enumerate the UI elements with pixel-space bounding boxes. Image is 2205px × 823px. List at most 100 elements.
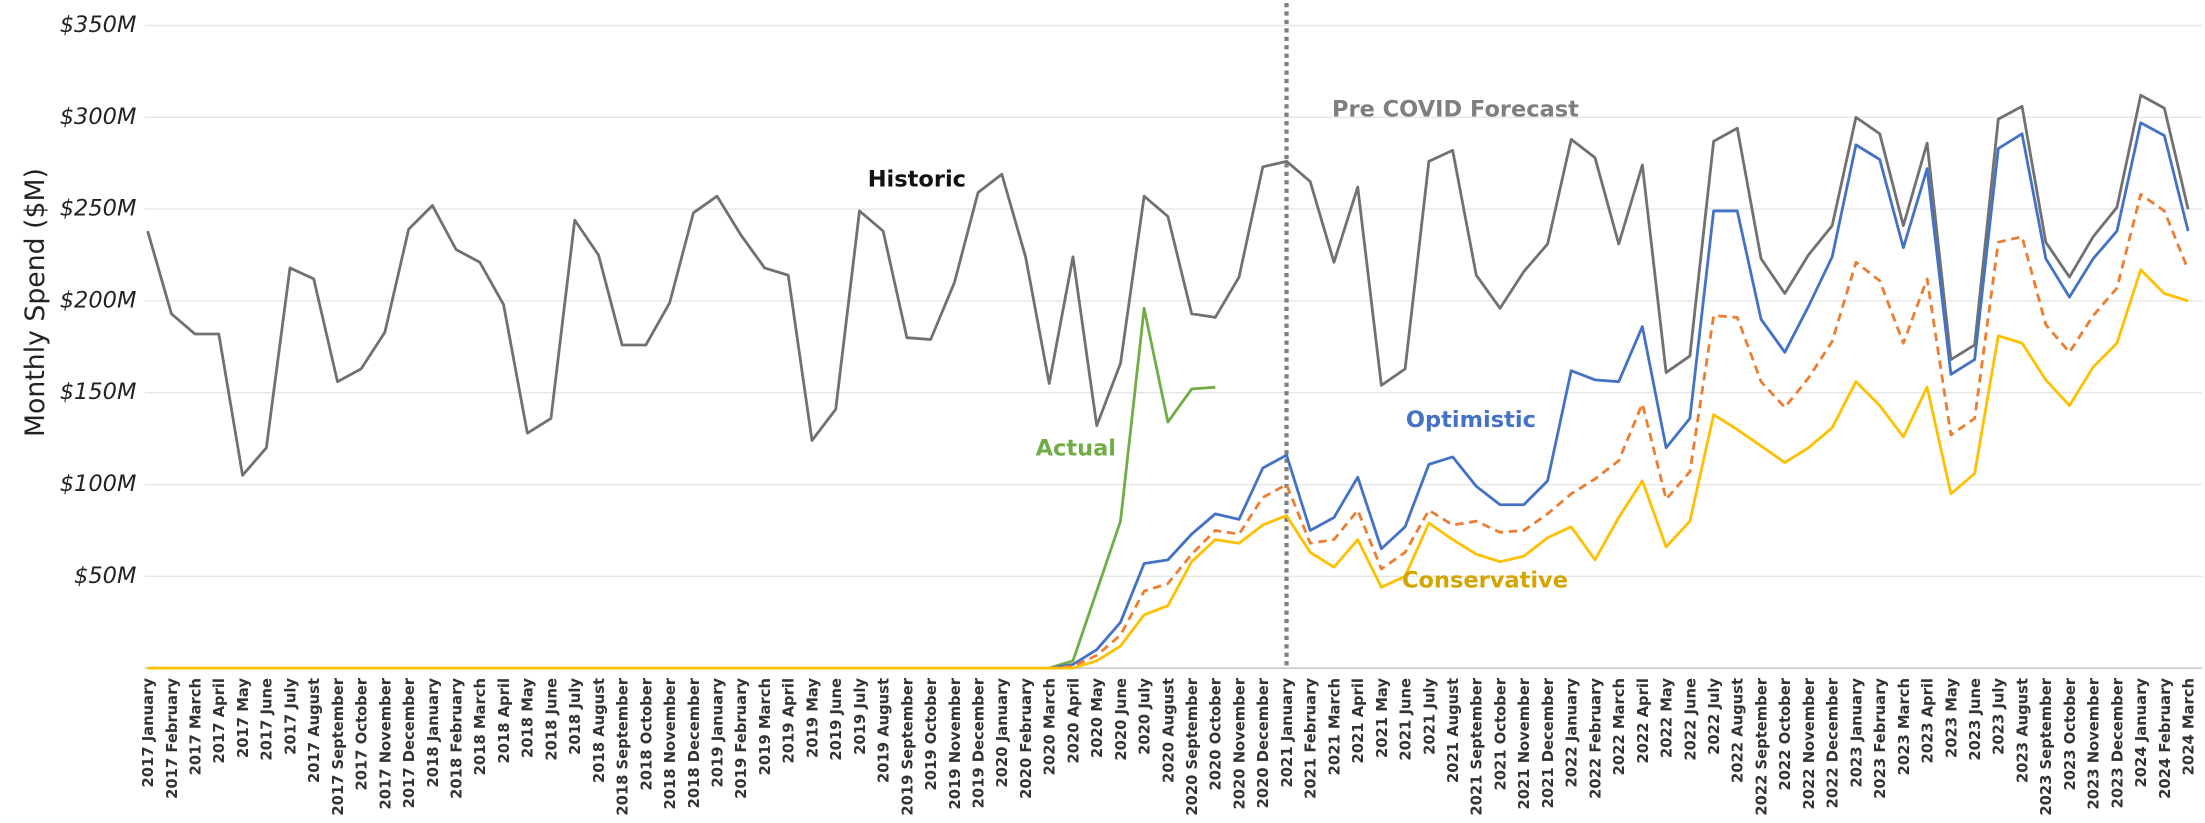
x-tick-label: 2018 May [520,678,537,758]
x-tick-label: 2022 March [1611,678,1628,775]
x-tick-label: 2020 March [1042,678,1059,775]
x-tick-label: 2019 June [828,678,845,761]
x-tick-label: 2018 November [662,677,679,809]
x-tick-label: 2022 January [1564,678,1581,788]
x-tick-label: 2022 October [1777,677,1794,790]
x-tick-label: 2018 October [638,677,655,790]
annotation: Pre COVID Forecast [1332,96,1579,122]
x-tick-label: 2019 May [804,678,821,758]
x-tick-label: 2019 April [781,678,798,764]
series-label: Actual [1036,435,1116,461]
series-label: Conservative [1402,567,1568,593]
x-tick-label: 2022 May [1659,678,1676,758]
x-tick-label: 2018 January [425,678,442,788]
x-tick-label: 2020 July [1137,678,1154,755]
x-tick-label: 2021 October [1492,677,1509,790]
x-tick-label: 2023 April [1920,678,1937,764]
x-tick-label: 2019 March [757,678,774,775]
x-tick-label: 2018 December [686,677,703,808]
x-tick-label: 2020 August [1160,678,1177,783]
x-tick-label: 2022 November [1801,677,1818,809]
series-line [1049,192,2190,670]
x-tick-label: 2019 August [876,678,893,783]
x-tick-label: 2019 October [923,677,940,790]
x-tick-label: 2021 February [1303,678,1320,799]
x-tick-label: 2020 October [1208,677,1225,790]
x-tick-label: 2018 July [567,678,584,755]
x-tick-label: 2021 January [1279,678,1296,788]
y-tick-label: $50M [74,563,136,589]
x-tick-label: 2020 February [1018,678,1035,799]
y-tick-label: $250M [60,196,137,222]
x-tick-label: 2023 March [1896,678,1913,775]
series-line [146,93,2190,477]
x-tick-label: 2022 February [1587,678,1604,799]
x-tick-label: 2023 September [2038,677,2055,815]
y-tick-label: $300M [60,104,137,130]
x-tick-label: 2018 August [591,678,608,783]
x-tick-label: 2018 February [449,678,466,799]
y-tick-label: $150M [60,379,137,405]
series-line [1048,306,1216,670]
x-tick-label: 2017 January [140,678,157,788]
x-tick-label: 2022 July [1706,678,1723,755]
x-tick-label: 2018 April [496,678,513,764]
x-tick-label: 2021 November [1516,677,1533,809]
x-tick-label: 2018 June [543,678,560,761]
x-tick-label: 2019 February [733,678,750,799]
x-tick-label: 2023 August [2014,678,2031,783]
x-tick-label: 2021 December [1540,677,1557,808]
x-tick-label: 2022 December [1825,677,1842,808]
series-line [147,268,2189,670]
y-axis-title: Monthly Spend ($M) [20,168,51,437]
x-tick-label: 2019 January [709,678,726,788]
x-tick-label: 2023 December [2109,677,2126,808]
y-tick-label: $350M [60,12,137,38]
x-tick-label: 2020 January [994,678,1011,788]
x-tick-label: 2021 August [1445,678,1462,783]
x-tick-label: 2019 December [970,677,987,808]
x-tick-label: 2020 December [1255,677,1272,808]
x-tick-label: 2024 February [2157,678,2174,799]
x-tick-label: 2021 April [1350,678,1367,764]
x-tick-label: 2023 October [2062,677,2079,790]
x-tick-label: 2017 June [259,678,276,761]
x-tick-label: 2019 September [899,677,916,815]
x-tick-label: 2017 December [401,677,418,808]
x-tick-label: 2021 March [1326,678,1343,775]
x-tick-label: 2021 September [1469,677,1486,815]
x-tick-label: 2017 November [377,677,394,809]
x-tick-label: 2017 April [211,678,228,764]
x-tick-label: 2023 January [1848,678,1865,788]
series-label: Optimistic [1406,407,1536,433]
x-tick-label: 2021 May [1374,678,1391,758]
x-tick-label: 2019 November [947,677,964,809]
x-tick-label: 2023 July [1991,678,2008,755]
x-tick-label: 2022 August [1730,678,1747,783]
y-tick-label: $200M [60,287,137,313]
x-tick-label: 2019 July [852,678,869,755]
x-tick-label: 2024 March [2181,678,2198,775]
x-tick-label: 2020 April [1065,678,1082,764]
x-tick-label: 2017 September [330,677,347,815]
x-tick-label: 2020 November [1231,677,1248,809]
x-tick-label: 2023 June [1967,678,1984,761]
x-tick-label: 2018 September [615,677,632,815]
x-tick-label: 2017 May [235,678,252,758]
x-tick-label: 2024 January [2133,678,2150,788]
x-tick-label: 2023 February [1872,678,1889,799]
x-tick-label: 2022 September [1753,677,1770,815]
y-tick-label: $100M [60,471,137,497]
x-tick-label: 2023 May [1943,678,1960,758]
x-tick-label: 2020 May [1089,678,1106,758]
annotation: Historic [868,167,966,193]
x-tick-label: 2021 June [1398,678,1415,761]
x-tick-label: 2017 July [282,678,299,755]
x-tick-label: 2023 November [2086,677,2103,809]
x-tick-label: 2020 September [1184,677,1201,815]
x-tick-label: 2017 August [306,678,323,783]
x-tick-label: 2017 October [354,677,371,790]
x-tick-label: 2020 June [1113,678,1130,761]
x-tick-label: 2018 March [472,678,489,775]
